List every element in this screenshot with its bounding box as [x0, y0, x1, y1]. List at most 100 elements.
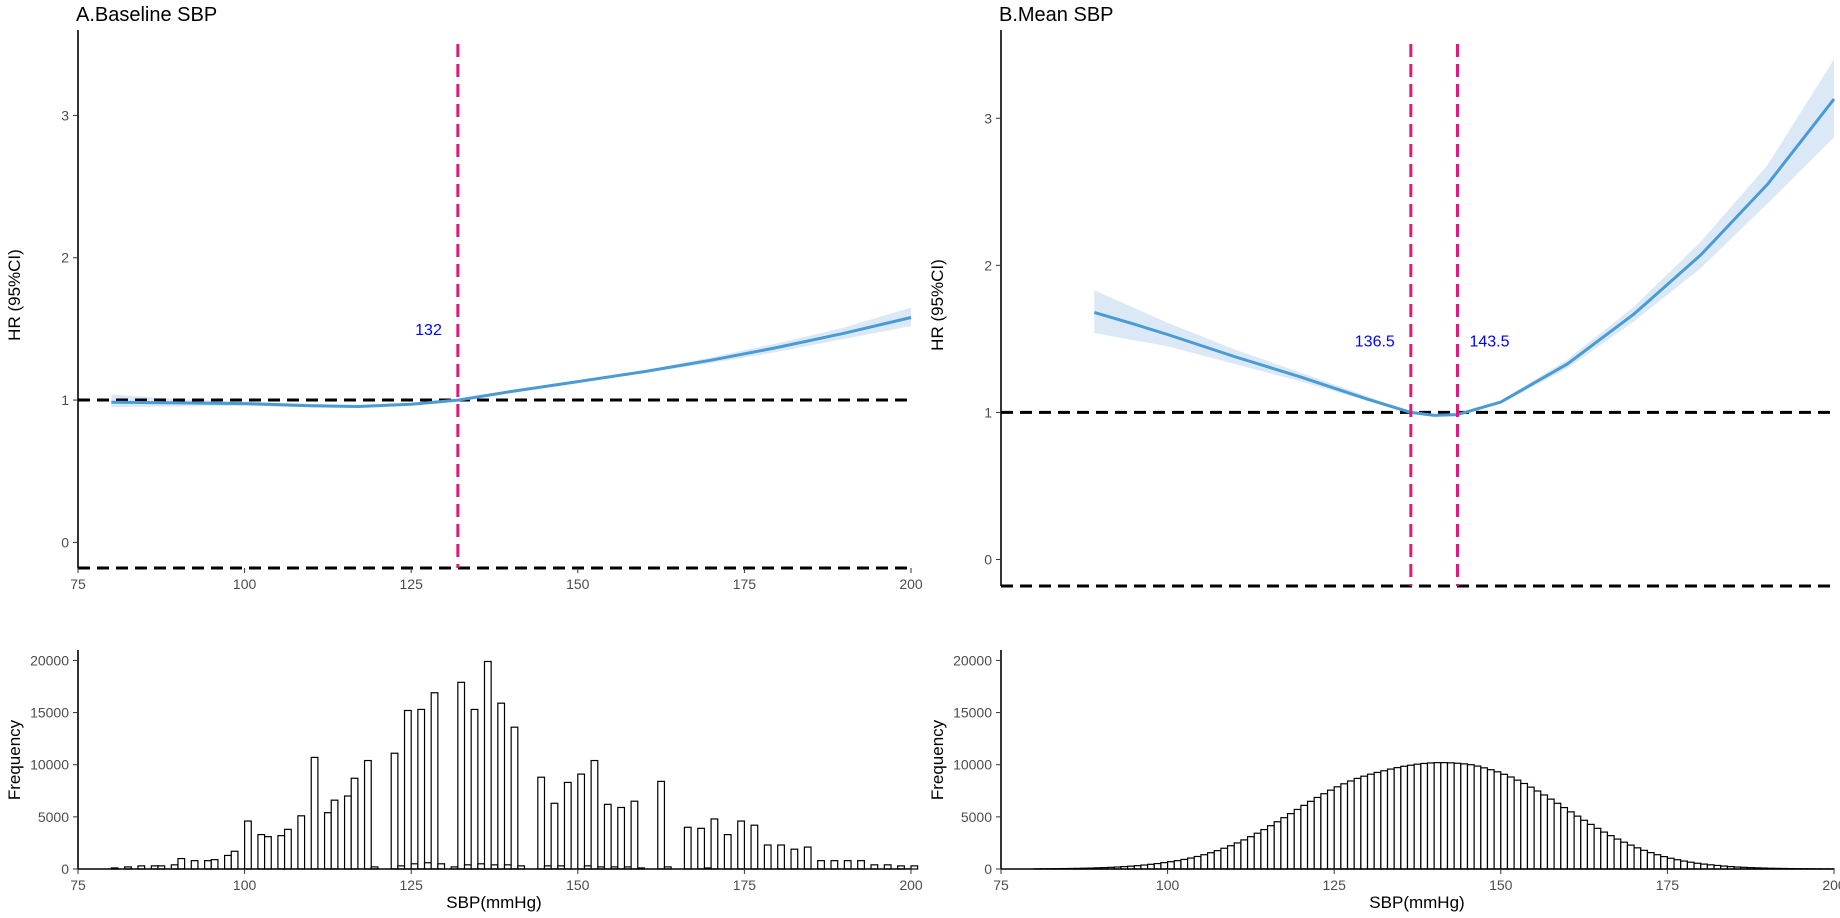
panel-b-hist-bar — [1466, 764, 1475, 870]
panel-a-hist-bar — [563, 781, 572, 870]
panel-b-hist-bar — [1306, 800, 1315, 870]
panel-a-histogram: 0 5000 10000 15000 20000 75 100 125 150 175 200 — [30, 650, 923, 893]
panel-b-hist-bar — [1193, 855, 1202, 870]
panel-a-hist-x-tick-label: 175 — [733, 877, 757, 893]
panel-b-hist-x-tick-label: 75 — [993, 877, 1009, 893]
panel-a-hist-xlabel: SBP(mmHg) — [446, 893, 541, 912]
panel-b-hist-bar — [1686, 861, 1695, 870]
panel-b-hist-bar — [1413, 763, 1422, 870]
panel-a-hist-bar — [657, 780, 666, 870]
panel-a-hist-bar — [697, 827, 706, 870]
panel-a-hist-bar — [590, 759, 599, 870]
panel-a-hist-x-tick-label: 200 — [899, 877, 923, 893]
panel-b-hist-bar — [1586, 823, 1595, 870]
panel-b-hist-bar — [1493, 771, 1502, 870]
panel-b-hist-y-tick-label: 10000 — [953, 757, 992, 773]
panel-a-hist-bar — [470, 708, 479, 870]
panel-b-hist-bar — [1313, 796, 1322, 870]
panel-b-hist-bar — [1206, 852, 1215, 870]
panel-a-hist-bar — [737, 820, 745, 870]
panel-b-hist-bar — [1620, 841, 1629, 870]
panel-b-cutoff-label-1: 136.5 — [1355, 333, 1395, 350]
panel-b-hist-bar — [1593, 827, 1602, 870]
panel-b-hist-bar — [1693, 862, 1702, 870]
panel-b-hist-bar — [1173, 860, 1182, 870]
panel-a-cutoff-label-1: 132 — [415, 322, 442, 339]
panel-b-hist-bar — [1293, 808, 1302, 870]
panel-a-hist-bar — [403, 709, 412, 870]
panel-b-hist-bar — [1266, 825, 1275, 870]
panel-b-hist-bar — [1633, 847, 1642, 870]
panel-b-hist-bar — [1160, 862, 1169, 870]
panel-a-y-tick-label: 2 — [61, 250, 69, 266]
panel-a-y-tick-label: 3 — [61, 107, 69, 123]
panel-a-hist-bar — [263, 836, 272, 870]
panel-a-hist-bar — [204, 860, 212, 870]
panel-b-hist-bar — [1220, 847, 1229, 870]
panel-b-hist-bar — [1426, 762, 1435, 870]
panel-a-hr-plot: 132 0 1 2 3 75 100 125 150 175 200 — [61, 30, 923, 592]
panel-b-title: B.Mean SBP — [999, 4, 1114, 26]
panel-b-hist-bar — [1566, 811, 1575, 870]
panel-b-hist-x-tick-label: 175 — [1656, 877, 1680, 893]
panel-b-hist-bar — [1420, 762, 1429, 870]
panel-a-hist-y-tick-label: 20000 — [30, 652, 69, 668]
panel-a-hist-bar — [190, 860, 199, 870]
panel-b-hist-bar — [1666, 857, 1675, 870]
panel-a-hist-bar — [177, 857, 186, 870]
panel-b-hist-bar — [1500, 773, 1509, 870]
panel-b-hist-bar — [1320, 793, 1329, 870]
panel-b-hist-y-tick-label: 5000 — [961, 809, 992, 825]
panel-a-x-tick-label: 175 — [733, 576, 757, 592]
panel-a-hist-bar — [510, 726, 519, 870]
panel-a-hist-bar — [417, 708, 426, 870]
panel-b-hist-bar — [1520, 782, 1529, 870]
panel-a-y-tick-label: 0 — [61, 534, 69, 550]
panel-a-hist-bar — [363, 759, 372, 870]
panel-b-hist-bar — [1580, 819, 1589, 870]
panel-a-hist-x-tick-label: 100 — [233, 877, 257, 893]
panel-b-hist-bar — [1453, 762, 1462, 870]
panel-b-hist-bar — [1680, 860, 1688, 870]
panel-b-hist-bar — [1600, 831, 1609, 870]
panel-a-hist-bar — [277, 835, 286, 870]
panel-b-hist-bar — [1460, 763, 1469, 870]
panel-a-x-tick-label: 75 — [70, 576, 86, 592]
panel-b-hist-bar — [1660, 855, 1668, 870]
panel-b-hist-bar — [1180, 858, 1189, 870]
panel-a-hist-bar — [497, 702, 506, 870]
panel-a-hist-bar — [550, 802, 559, 870]
panel-a-hist-bar — [244, 820, 252, 870]
panel-b-hist-x-tick-label: 150 — [1489, 877, 1513, 893]
panel-b-y-tick-label: 2 — [984, 257, 992, 273]
panel-a-hist-bar — [803, 846, 812, 870]
panel-a-x-tick-label: 125 — [400, 576, 424, 592]
panel-b-hist-bar — [1533, 790, 1542, 870]
panel-a-hist-bar — [603, 803, 612, 870]
panel-a-hist-y-tick-label: 5000 — [38, 809, 69, 825]
panel-b-hist-bar — [1446, 762, 1455, 870]
panel-b-hist-bar — [1506, 776, 1515, 870]
panel-b-hist-bar — [1233, 842, 1242, 870]
panel-a-x-tick-label: 150 — [566, 576, 590, 592]
panel-b-hist-bar — [1200, 854, 1209, 870]
panel-a-hist-bar — [350, 777, 359, 870]
panel-a-hist-bar — [330, 799, 339, 870]
panel-b-hist-bar — [1486, 769, 1495, 870]
panel-b-hist-bar — [1473, 765, 1482, 870]
panel-b-hist-bar — [1260, 828, 1269, 870]
panel-a-hist-bar — [210, 859, 219, 870]
panel-b-hist-bar — [1433, 762, 1442, 870]
panel-b-hist-bar — [1373, 771, 1382, 870]
panel-b-hist-bar — [1640, 849, 1648, 870]
panel-a-title: A.Baseline SBP — [76, 4, 217, 26]
panel-b-hist-bar — [1253, 832, 1262, 870]
panel-b-hist-xlabel: SBP(mmHg) — [1369, 893, 1464, 912]
panel-a-hist-bar — [297, 815, 306, 870]
panel-a-hist-bar — [777, 844, 785, 870]
panel-b-hist-bar — [1480, 767, 1489, 870]
panel-b-hist-bar — [1393, 767, 1402, 870]
panel-a-hist-bar — [430, 692, 439, 870]
panel-a-hist-bar — [723, 833, 732, 870]
